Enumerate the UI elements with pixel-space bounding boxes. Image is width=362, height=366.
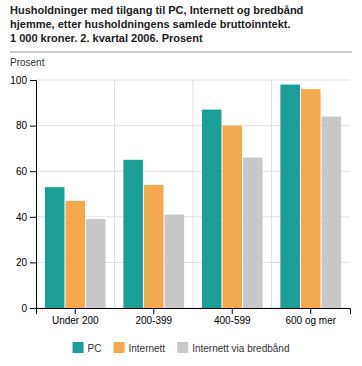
y-tick: 100 xyxy=(10,75,36,86)
x-tick-mark xyxy=(232,308,233,314)
group-separator xyxy=(114,80,115,308)
y-tick-label: 40 xyxy=(16,212,28,223)
y-tick-label: 100 xyxy=(10,75,27,86)
legend-swatch xyxy=(73,342,84,353)
x-tick-mark xyxy=(310,308,311,314)
y-tick-mark xyxy=(30,308,36,309)
y-tick: 80 xyxy=(16,120,36,131)
y-tick-mark xyxy=(30,80,36,81)
plot: 0 20 40 60 80 100 Under 200 200-399 400-599 600 o… xyxy=(10,75,350,326)
y-tick: 20 xyxy=(16,257,36,268)
y-tick-label: 80 xyxy=(16,120,28,131)
bar xyxy=(243,158,263,308)
title-line: hjemme, etter husholdningens samlede bru… xyxy=(10,18,291,30)
y-tick-label: 0 xyxy=(21,303,27,314)
y-tick: 60 xyxy=(16,166,36,177)
bar xyxy=(222,126,242,308)
y-tick: 0 xyxy=(21,303,36,314)
legend-label: Internett xyxy=(128,343,165,354)
x-tick-label: 200-399 xyxy=(135,315,172,326)
series xyxy=(45,85,300,308)
bar xyxy=(202,110,222,308)
y-tick-mark xyxy=(30,262,36,263)
y-tick-mark xyxy=(30,171,36,172)
x-tick: 200-399 xyxy=(135,308,172,326)
grid xyxy=(36,80,350,308)
bar xyxy=(144,185,164,308)
legend-item: Internett via bredbånd xyxy=(177,342,289,354)
y-tick-label: 20 xyxy=(16,257,28,268)
x-tick: 400-599 xyxy=(214,308,251,326)
y-tick-mark xyxy=(30,126,36,127)
chart: Husholdninger med tilgang til PC, Intern… xyxy=(0,0,362,366)
bar xyxy=(45,187,65,308)
legend-item: PC xyxy=(73,342,102,354)
bar xyxy=(322,116,342,308)
bar xyxy=(165,215,185,308)
y-axis: 0 20 40 60 80 100 xyxy=(10,75,36,314)
x-axis: Under 200 200-399 400-599 600 og mer xyxy=(37,308,351,326)
bar xyxy=(301,89,321,308)
group-separator xyxy=(193,80,194,308)
legend-item: Internett xyxy=(113,342,165,354)
title-line: 1 000 kroner. 2. kvartal 2006. Prosent xyxy=(10,32,203,44)
x-tick-label: 600 og mer xyxy=(285,315,336,326)
x-tick-label: Under 200 xyxy=(52,315,99,326)
y-tick-label: 60 xyxy=(16,166,28,177)
legend-swatch xyxy=(113,342,124,353)
x-tick: Under 200 xyxy=(52,308,99,326)
legend: PC Internett Internett via bredbånd xyxy=(73,342,290,354)
bar xyxy=(65,201,85,308)
series xyxy=(65,89,320,308)
y-axis-label: Prosent xyxy=(10,57,45,68)
x-axis-line xyxy=(37,309,351,315)
bar xyxy=(86,219,106,308)
y-tick-mark xyxy=(30,217,36,218)
group-separator xyxy=(271,80,272,308)
x-tick: 600 og mer xyxy=(285,308,336,326)
x-tick-label: 400-599 xyxy=(214,315,251,326)
legend-swatch xyxy=(177,342,188,353)
bars xyxy=(45,85,341,308)
y-tick: 40 xyxy=(16,212,36,223)
series xyxy=(86,116,341,308)
x-tick-mark xyxy=(75,308,76,314)
title-line: Husholdninger med tilgang til PC, Intern… xyxy=(10,4,303,16)
legend-label: Internett via bredbånd xyxy=(192,343,289,354)
title-rule xyxy=(10,52,352,53)
bar xyxy=(280,85,300,308)
bar xyxy=(123,160,143,308)
y-axis-line xyxy=(30,81,37,309)
x-tick-mark xyxy=(153,308,154,314)
title: Husholdninger med tilgang til PC, Intern… xyxy=(10,4,303,44)
legend-label: PC xyxy=(88,343,102,354)
